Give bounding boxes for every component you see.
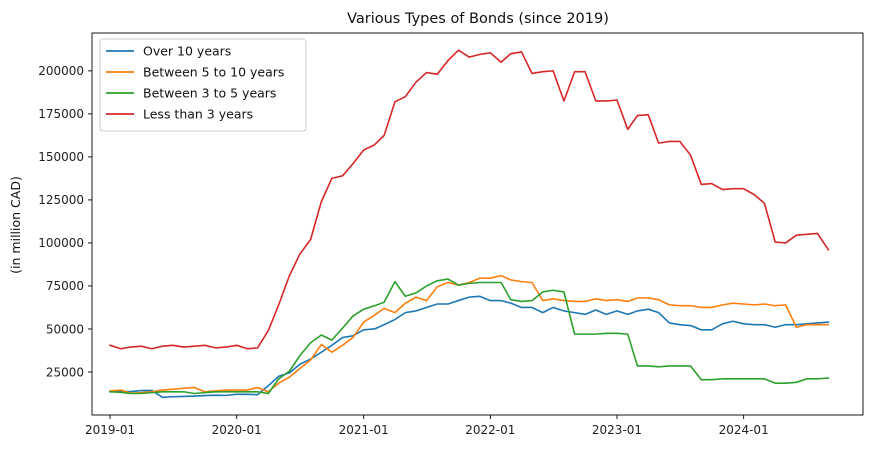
series-line-3 (109, 278, 830, 395)
x-tick-label: 2022-01 (465, 423, 515, 437)
legend-box (99, 38, 307, 132)
legend: Over 10 years Between 5 to 10 years Betwee… (99, 38, 307, 132)
series-line-4 (109, 49, 830, 350)
series-line-1 (109, 295, 830, 399)
x-tick-label: 2020-01 (212, 423, 262, 437)
legend-label-1: Over 10 years (143, 44, 231, 59)
series-layer (109, 49, 830, 399)
y-tick-label: 25000 (46, 365, 84, 379)
x-tick-label: 2021-01 (339, 423, 389, 437)
axes-layer: 2019-01 2020-01 2021-01 2022-01 2023-01 2024-… (38, 32, 864, 437)
x-tick-label: 2019-01 (85, 423, 135, 437)
y-tick-label: 175000 (38, 107, 84, 121)
chart-title: Various Types of Bonds (since 2019) (347, 11, 609, 27)
x-tick-label: 2023-01 (592, 423, 642, 437)
legend-label-3: Between 3 to 5 years (143, 86, 276, 101)
series-line-2 (109, 274, 830, 394)
y-tick-label: 200000 (38, 64, 84, 78)
plot-frame (91, 32, 864, 416)
legend-label-4: Less than 3 years (143, 107, 253, 122)
y-tick-label: 75000 (46, 279, 84, 293)
y-tick-label: 100000 (38, 236, 84, 250)
y-tick-label: 50000 (46, 322, 84, 336)
y-tick-label: 125000 (38, 193, 84, 207)
y-axis-label: (in million CAD) (8, 176, 23, 274)
legend-label-2: Between 5 to 10 years (143, 65, 284, 80)
y-tick-label: 150000 (38, 150, 84, 164)
x-tick-label: 2024-01 (719, 423, 769, 437)
